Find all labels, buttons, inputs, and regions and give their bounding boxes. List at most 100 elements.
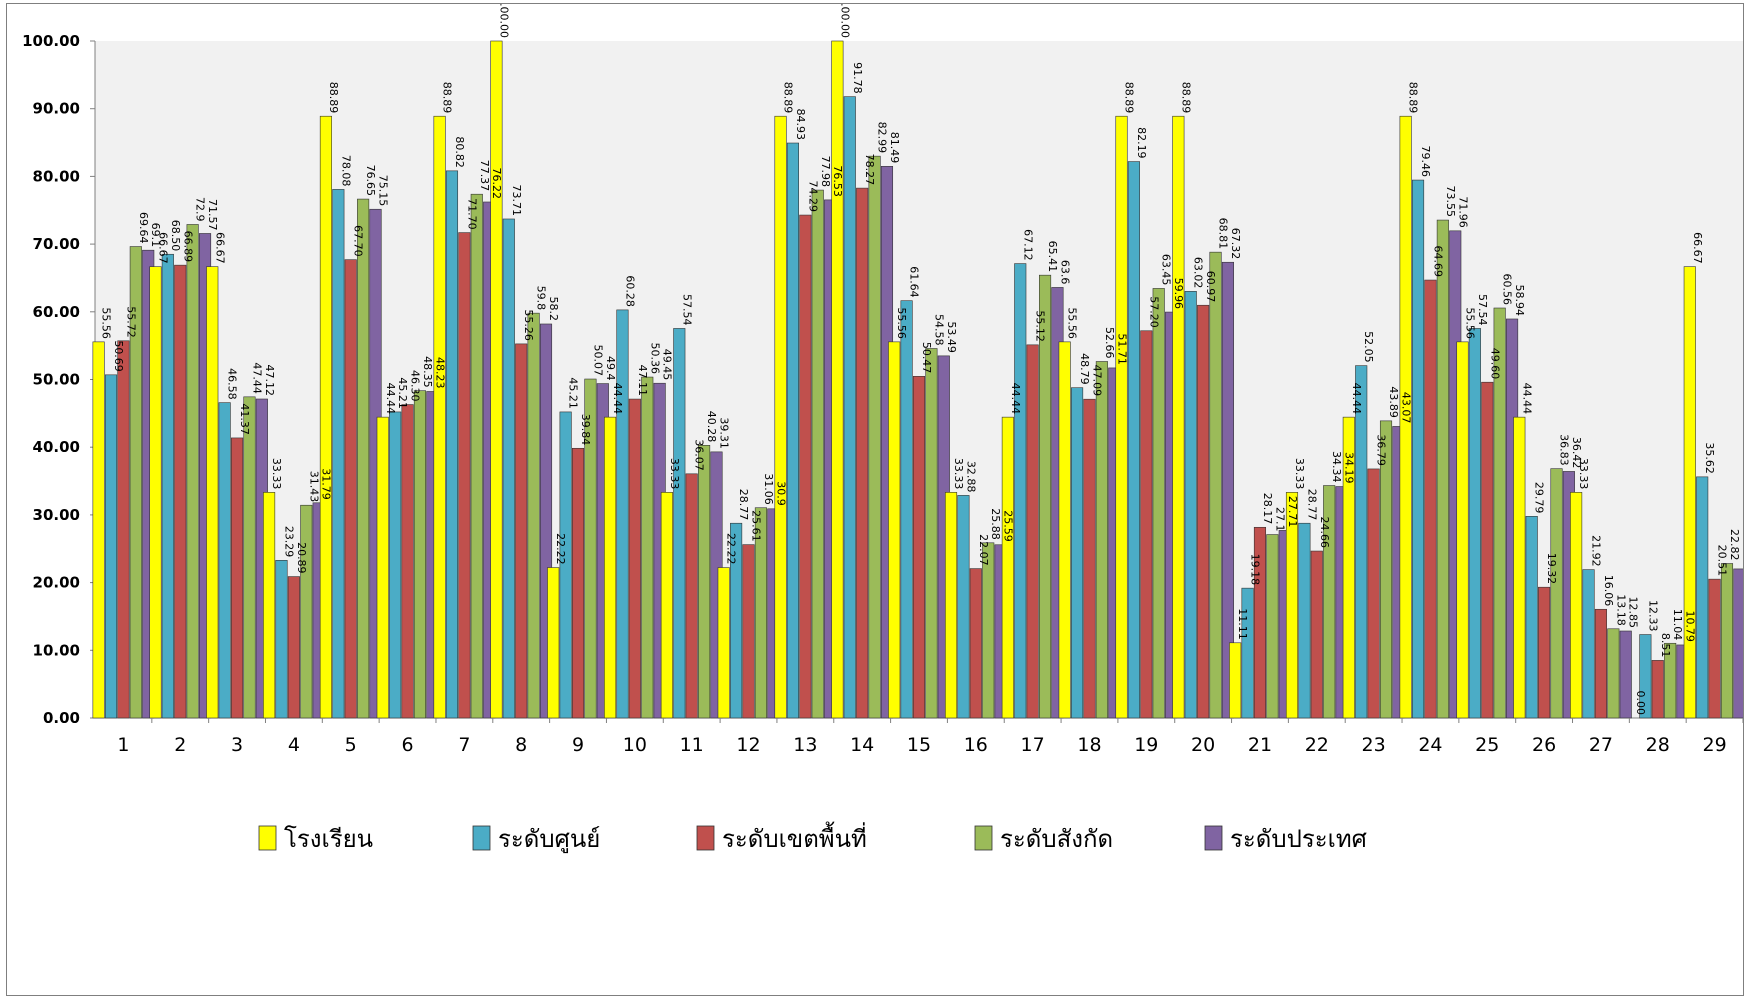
data-label: 44.44 [1350, 383, 1363, 415]
data-label: 49.4 [604, 356, 617, 381]
data-label: 24.66 [1318, 517, 1331, 549]
data-label: 34.34 [1330, 451, 1343, 483]
bar [888, 341, 901, 719]
legend-label: โรงเรียน [284, 825, 373, 853]
data-label: 73.71 [510, 184, 523, 216]
data-label: 22.02 [1740, 534, 1743, 566]
data-label: 44.44 [1520, 383, 1533, 415]
x-tick-label: 3 [231, 734, 243, 756]
bar [1285, 492, 1299, 719]
x-tick-label: 13 [793, 734, 817, 756]
x-tick-label: 25 [1475, 734, 1499, 756]
bar [243, 396, 256, 719]
data-label: 12.33 [1646, 600, 1659, 632]
data-label: 63.45 [1160, 254, 1173, 286]
y-tick-label: 90.00 [33, 100, 80, 118]
data-label: 31.06 [762, 473, 775, 505]
data-label: 45.21 [567, 377, 580, 409]
data-label: 57.20 [1147, 296, 1160, 328]
bar [1550, 468, 1563, 719]
legend-item: ระดับสังกัด [974, 825, 1113, 853]
data-label: 48.35 [421, 356, 434, 388]
data-label: 88.89 [1123, 82, 1136, 114]
y-tick-label: 60.00 [33, 303, 80, 321]
bar [1379, 420, 1393, 719]
bar [275, 560, 288, 719]
bar [357, 198, 370, 719]
data-label: 44.44 [1009, 383, 1022, 415]
data-label: 60.28 [623, 275, 636, 307]
x-tick-label: 12 [736, 734, 760, 756]
bar [982, 542, 995, 719]
data-label: 52.66 [1103, 327, 1116, 359]
bar [1026, 344, 1039, 719]
bar [458, 232, 471, 719]
bar [685, 473, 698, 719]
data-label: 55.72 [124, 306, 137, 338]
data-label: 50.07 [591, 345, 604, 377]
data-label: 65.41 [1046, 241, 1059, 273]
bar [1367, 468, 1380, 719]
data-label: 43.89 [1387, 386, 1400, 418]
bar [263, 492, 276, 719]
legend-swatch [974, 825, 993, 851]
x-tick-label: 26 [1532, 734, 1556, 756]
bar [1513, 416, 1526, 719]
legend-swatch [258, 825, 277, 851]
bar [1481, 381, 1494, 719]
data-label: 51.71 [1115, 333, 1128, 365]
data-label: 25.88 [989, 508, 1002, 540]
data-label: 60.97 [1204, 271, 1217, 303]
data-label: 88.89 [1407, 82, 1420, 114]
bar [186, 224, 199, 719]
bar [218, 402, 231, 719]
bars [92, 40, 1743, 719]
bar [604, 416, 617, 719]
bar [389, 411, 402, 719]
data-label: 88.89 [782, 82, 795, 114]
data-label: 55.12 [1034, 310, 1047, 342]
data-label: 33.33 [1293, 458, 1306, 490]
bar [287, 576, 300, 719]
data-label: 76.53 [831, 165, 844, 197]
data-label: 52.05 [1362, 331, 1375, 363]
bar [1342, 416, 1355, 719]
bar [641, 376, 654, 719]
data-label: 91.78 [851, 62, 864, 94]
data-label: 63.6 [1058, 260, 1071, 285]
data-label: 48.23 [433, 357, 446, 389]
data-label: 31.43 [307, 471, 320, 503]
data-label: 47.11 [636, 365, 649, 397]
x-tick-label: 7 [458, 734, 470, 756]
x-tick-label: 10 [623, 734, 647, 756]
bar [1241, 587, 1254, 719]
x-tick-label: 28 [1646, 734, 1670, 756]
bar [1411, 179, 1425, 719]
bar [332, 189, 345, 719]
data-label: 28.77 [737, 489, 750, 521]
bar [515, 343, 528, 719]
data-label: 57.54 [680, 294, 693, 326]
data-label: 46.30 [409, 370, 422, 402]
data-label: 25.59 [1002, 510, 1015, 542]
data-label: 54.58 [932, 314, 945, 346]
data-label: 66.67 [213, 232, 226, 264]
x-tick-label: 19 [1134, 734, 1158, 756]
bar [1039, 274, 1052, 719]
bar [717, 567, 730, 719]
data-label: 55.26 [522, 309, 535, 341]
data-label: 68.81 [1217, 218, 1230, 250]
y-tick-label: 100.00 [22, 32, 80, 50]
data-label: 36.79 [1375, 434, 1388, 466]
data-label: 47.44 [250, 362, 263, 394]
data-label: 49.60 [1488, 348, 1501, 380]
x-tick-label: 9 [572, 734, 584, 756]
data-label: 11.04 [1671, 609, 1684, 641]
data-label: 36.83 [1558, 434, 1571, 466]
y-tick-label: 0.00 [43, 709, 80, 727]
bar [319, 115, 332, 719]
bar [300, 504, 313, 719]
bar [413, 390, 427, 719]
data-label: 79.46 [1419, 146, 1432, 178]
data-label: 40.28 [705, 411, 718, 443]
